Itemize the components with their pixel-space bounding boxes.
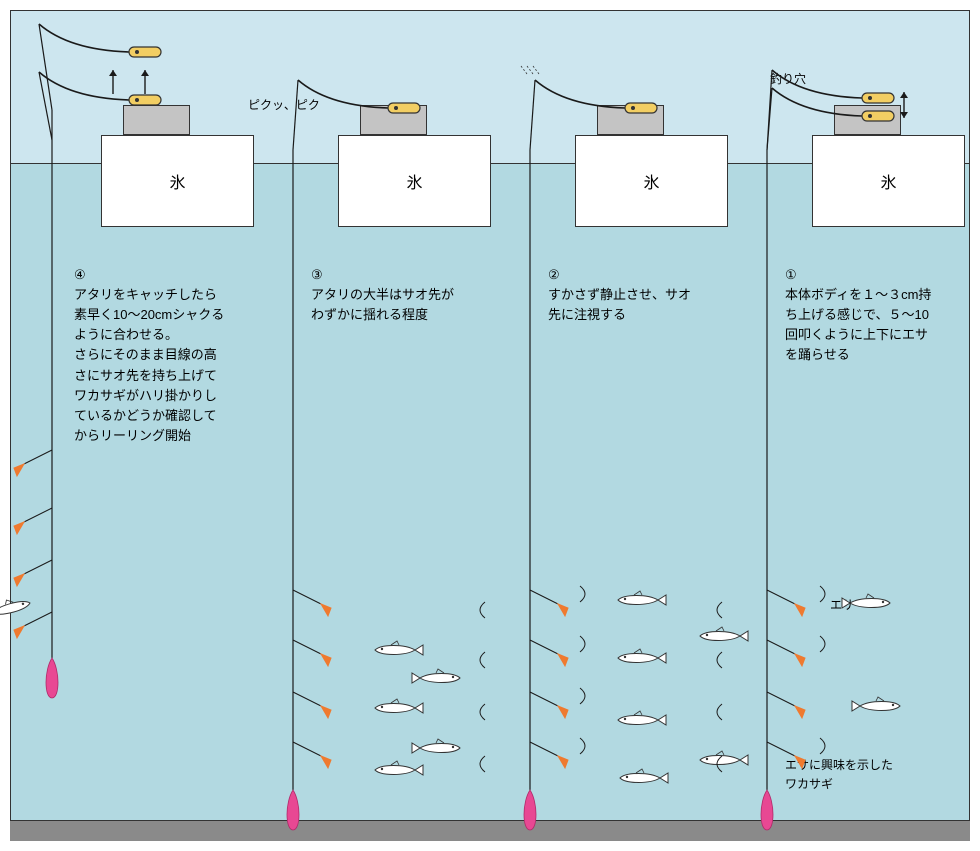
diagram-overlay xyxy=(0,0,980,851)
